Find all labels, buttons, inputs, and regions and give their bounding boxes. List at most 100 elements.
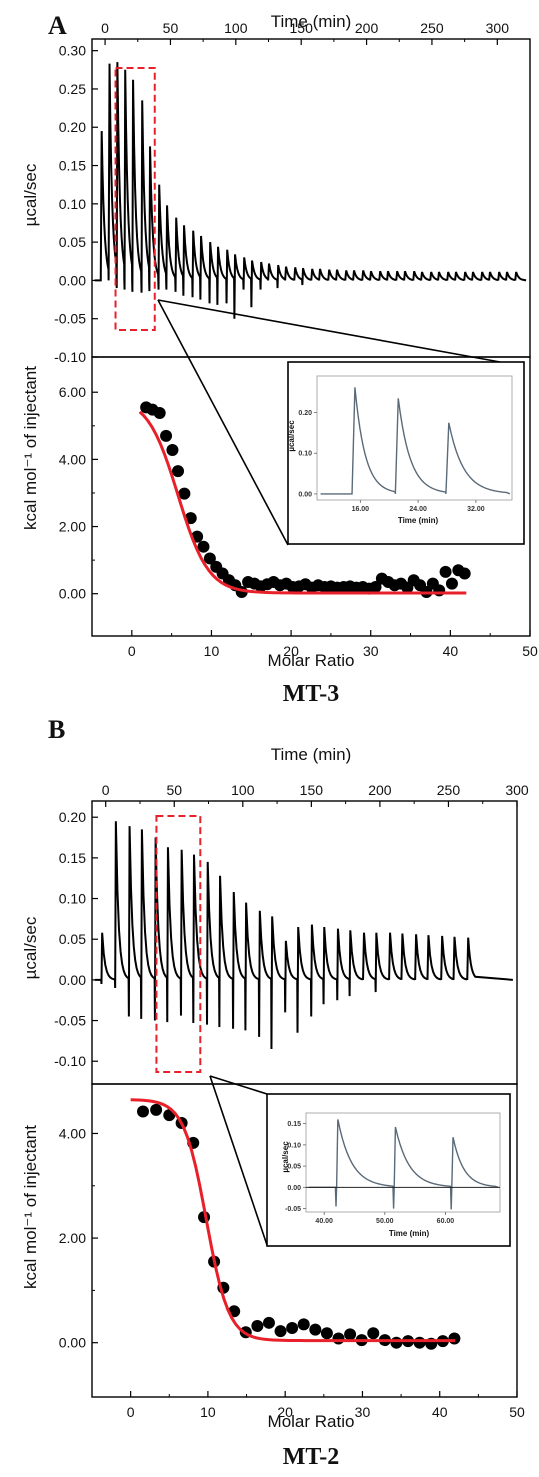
binding-plot-frame xyxy=(91,1083,518,1398)
molar-ratio-tick-label: 0 xyxy=(127,1404,135,1420)
binding-plot-frame xyxy=(91,356,531,637)
data-point xyxy=(203,552,216,565)
raw-plot-frame xyxy=(91,38,531,358)
time-tick-label: 200 xyxy=(355,20,379,36)
time-tick-label: 250 xyxy=(437,782,461,798)
inset-chart: µcal/sec Time (min) 16.00 24.00 32.00 0.20 0.1… xyxy=(287,361,525,545)
molar-ratio-axis-title: Molar Ratio xyxy=(268,1412,355,1431)
inset-x-tick-label: 50.00 xyxy=(376,1218,394,1225)
inset-y-tick-label: 0.10 xyxy=(298,451,312,458)
data-point xyxy=(172,465,185,478)
molar-ratio-tick-label: 40 xyxy=(443,643,459,659)
zoom-line xyxy=(209,1075,268,1246)
raw-y-tick-label: 0.30 xyxy=(59,43,86,59)
inset-x-tick-label: 60.00 xyxy=(437,1218,455,1225)
data-point xyxy=(153,407,166,420)
raw-trace xyxy=(94,815,513,1073)
raw-trace xyxy=(94,62,527,331)
raw-y-tick-label: 0.15 xyxy=(59,158,86,174)
inset-plot-area xyxy=(305,1112,501,1213)
molar-ratio-tick-label: 0 xyxy=(128,643,136,659)
data-point xyxy=(390,1336,403,1349)
plot-frame xyxy=(91,800,518,1398)
inset-x-tick-label: 24.00 xyxy=(409,506,427,513)
time-tick-label: 150 xyxy=(290,20,314,36)
data-point xyxy=(367,1327,380,1340)
molar-ratio-tick-label: 50 xyxy=(522,643,538,659)
raw-y-tick-label: 0.10 xyxy=(59,196,86,212)
raw-y-tick-label: 0.00 xyxy=(59,272,86,288)
molar-ratio-tick-label: 10 xyxy=(204,643,220,659)
binding-y-tick-label: 4.00 xyxy=(59,451,86,467)
zoom-lines xyxy=(157,299,501,546)
time-tick-label: 150 xyxy=(300,782,324,798)
binding-data xyxy=(130,1098,461,1350)
raw-ticks: 0 50 100 150 200 250 300 0.20 0.15 0.10 0.05 0.00 -0… xyxy=(54,782,529,1069)
raw-y-tick-label: -0.05 xyxy=(54,311,86,327)
inset-y-tick-label: 0.00 xyxy=(298,491,312,498)
data-point xyxy=(286,1322,299,1335)
raw-ticks: 0 50 100 150 200 250 300 0.30 0.25 0.20 0.15 0.10 0.… xyxy=(54,20,509,365)
raw-trace-line xyxy=(94,821,513,1050)
inset-y-tick-label: -0.05 xyxy=(285,1206,301,1213)
zoom-line xyxy=(157,299,501,363)
data-point xyxy=(297,1318,310,1331)
raw-y-tick-label: 0.20 xyxy=(59,809,86,825)
zoom-line xyxy=(209,1075,268,1095)
raw-trace-line xyxy=(94,62,527,319)
highlight-box xyxy=(114,67,156,331)
molar-ratio-tick-label: 10 xyxy=(200,1404,216,1420)
binding-y-tick-label: 0.00 xyxy=(59,1335,86,1351)
time-tick-label: 250 xyxy=(420,20,444,36)
time-tick-label: 100 xyxy=(231,782,255,798)
binding-y-tick-label: 0.00 xyxy=(59,586,86,602)
inset-x-tick-label: 16.00 xyxy=(352,506,370,513)
panel-label-b: B xyxy=(48,715,65,744)
molar-ratio-tick-label: 30 xyxy=(355,1404,371,1420)
binding-y-tick-label: 4.00 xyxy=(59,1125,86,1141)
inset-plot-area xyxy=(316,375,513,501)
inset-trace-line xyxy=(320,387,511,495)
raw-y-tick-label: -0.05 xyxy=(54,1013,86,1029)
time-tick-label: 300 xyxy=(486,20,510,36)
inset-x-axis-title: Time (min) xyxy=(398,516,439,525)
inset-x-tick-label: 32.00 xyxy=(467,506,485,513)
inset-x-axis-title: Time (min) xyxy=(389,1229,430,1238)
binding-y-axis-title: kcal mol⁻¹ of injectant xyxy=(21,366,40,530)
time-tick-label: 100 xyxy=(224,20,248,36)
time-tick-label: 50 xyxy=(163,20,179,36)
data-point xyxy=(369,580,382,593)
molar-ratio-tick-label: 20 xyxy=(277,1404,293,1420)
binding-data xyxy=(138,401,471,599)
raw-y-tick-label: 0.00 xyxy=(59,972,86,988)
raw-y-tick-label: -0.10 xyxy=(54,349,86,365)
data-point xyxy=(150,1103,163,1116)
inset-y-axis-title: µcal/sec xyxy=(281,1141,290,1173)
inset-chart: µcal/sec Time (min) 40.00 50.00 60.00 0.15 0.1… xyxy=(266,1093,511,1247)
data-point xyxy=(413,1336,426,1349)
time-axis-title: Time (min) xyxy=(271,12,352,31)
inset-x-tick-label: 40.00 xyxy=(315,1218,333,1225)
time-tick-label: 0 xyxy=(102,782,110,798)
data-point xyxy=(344,1328,357,1341)
molar-ratio-axis-title: Molar Ratio xyxy=(268,651,355,670)
molar-ratio-tick-label: 30 xyxy=(363,643,379,659)
data-point xyxy=(439,565,452,578)
panel-label-a: A xyxy=(48,11,67,40)
data-point xyxy=(309,1323,322,1336)
molar-ratio-tick-label: 50 xyxy=(509,1404,525,1420)
binding-ticks: 0 10 20 30 40 50 6.00 4.00 2.00 0.00 xyxy=(59,384,538,659)
data-point xyxy=(433,584,446,597)
inset-y-tick-label: 0.20 xyxy=(298,410,312,417)
panel-a: A Time (min) µcal/sec kcal mol⁻¹ of inje… xyxy=(21,11,538,707)
figure-caption-a: MT-3 xyxy=(283,681,339,707)
data-point xyxy=(137,1105,149,1118)
raw-y-axis-title: µcal/sec xyxy=(21,916,40,979)
binding-ticks: 0 10 20 30 40 50 4.00 2.00 0.00 xyxy=(59,1125,525,1420)
raw-y-tick-label: 0.05 xyxy=(59,931,86,947)
plot-frame xyxy=(91,38,531,637)
inset-y-tick-label: 0.05 xyxy=(287,1164,301,1171)
inset-trace-line xyxy=(309,1119,499,1210)
time-tick-label: 50 xyxy=(166,782,182,798)
data-point xyxy=(458,567,471,580)
